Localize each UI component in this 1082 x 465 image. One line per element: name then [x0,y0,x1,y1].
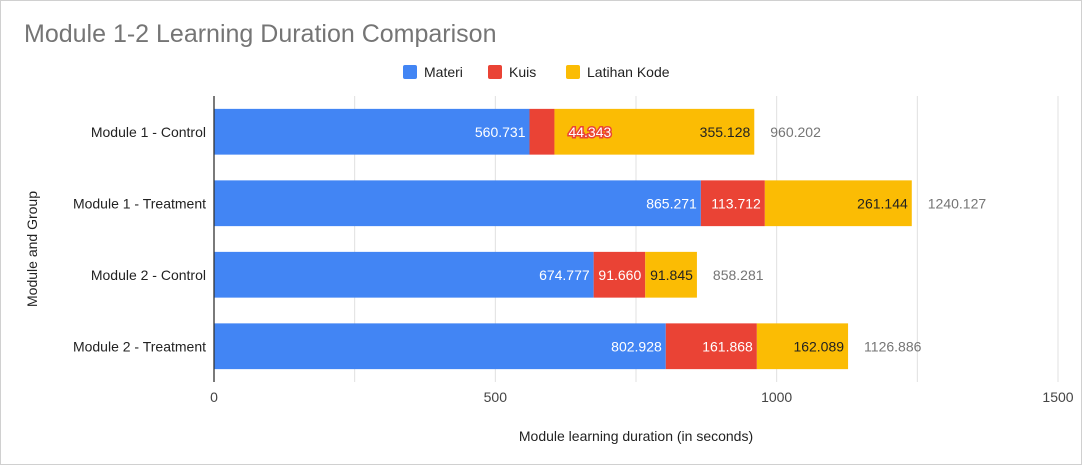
data-label: 674.777 [539,267,590,283]
bar-latihan-kode [764,180,912,227]
category-label: Module 1 - Control [91,124,206,140]
x-tick-label: 1000 [761,389,792,405]
data-label: 802.928 [611,338,662,354]
total-label: 1126.886 [864,338,922,354]
data-label: 865.271 [646,195,697,211]
total-label: 858.281 [713,267,764,283]
bars [214,108,912,370]
legend-swatch [566,65,580,79]
x-tick-label: 0 [210,389,218,405]
bar-latihan-kode [645,251,697,298]
data-label: 560.731 [475,124,526,140]
category-label: Module 2 - Control [91,267,206,283]
bar-kuis [593,251,646,298]
data-label: 113.712 [711,195,761,211]
data-label: 261.144 [857,195,908,211]
axes: 0 500 1000 1500 Module 1 - Control Module 1 -… [73,96,1074,405]
data-label: 355.128 [700,124,751,140]
total-label: 1240.127 [928,195,987,211]
y-axis-label: Module and Group [24,191,40,307]
total-label: 960.202 [770,124,821,140]
legend-swatch [403,65,417,79]
x-tick-label: 1500 [1042,389,1073,405]
category-label: Module 1 - Treatment [73,195,206,211]
data-label: 91.845 [650,267,693,283]
legend-swatch [488,65,502,79]
bar-materi [214,180,701,227]
bar-materi [214,323,666,370]
category-label: Module 2 - Treatment [73,338,206,354]
data-label: 161.868 [702,338,753,354]
data-label: 44.343 [568,124,611,140]
bar-kuis [529,108,555,155]
x-axis-label: Module learning duration (in seconds) [519,428,753,444]
data-labels: 560.731 44.343 355.128 960.202 865.271 113.71… [475,122,987,354]
bar-kuis [700,180,765,227]
legend-label: Materi [424,64,463,80]
legend-label: Latihan Kode [587,64,670,80]
bar-materi [214,251,594,298]
data-label: 162.089 [793,338,844,354]
bar-materi [214,108,530,155]
bar-kuis [665,323,757,370]
chart-title: Module 1-2 Learning Duration Comparison [24,20,497,48]
data-label: 91.660 [598,267,641,283]
legend-label: Kuis [509,64,536,80]
legend: Materi Kuis Latihan Kode [403,64,670,80]
x-tick-label: 500 [484,389,508,405]
bar-latihan-kode [756,323,849,370]
bar-latihan-kode [554,108,755,155]
